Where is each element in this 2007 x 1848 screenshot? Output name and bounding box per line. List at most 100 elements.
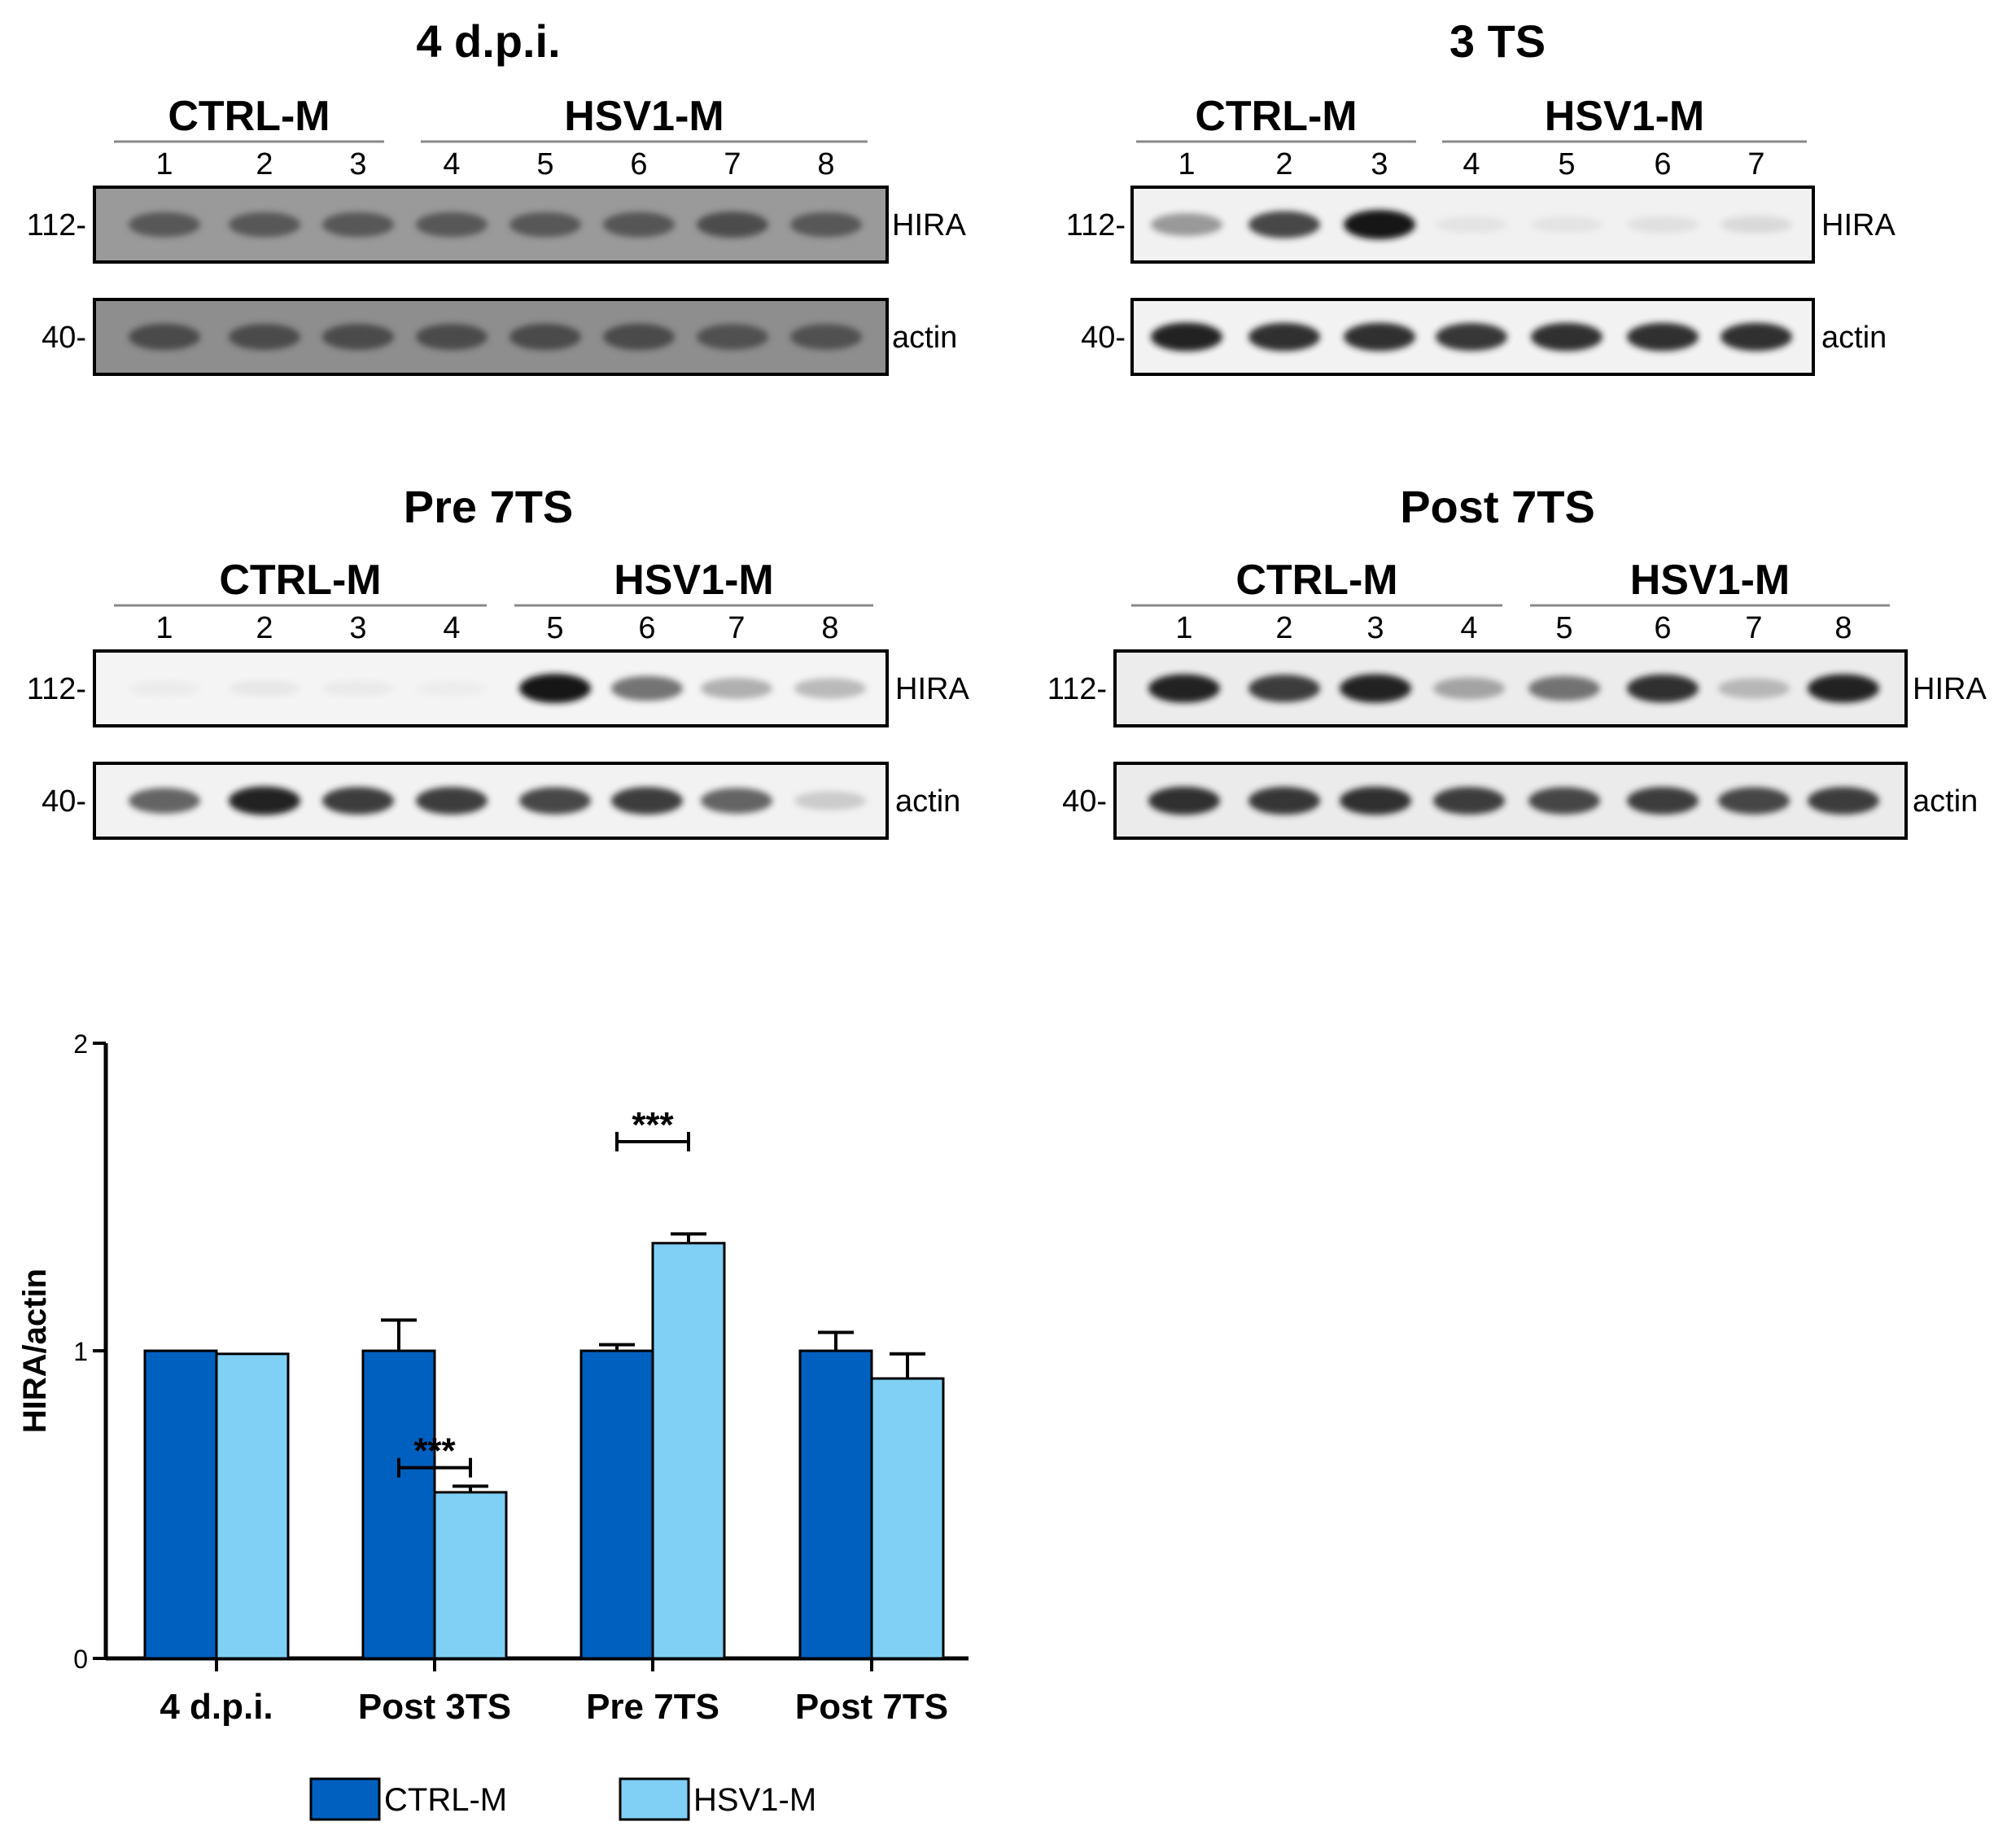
protein-band [1248, 322, 1320, 352]
lane-number: 6 [1654, 147, 1671, 181]
protein-band [1528, 787, 1600, 815]
lane-number: 7 [1747, 147, 1764, 181]
legend-label: CTRL-M [384, 1782, 507, 1818]
lane-number: 3 [349, 147, 366, 181]
molecular-weight-marker: 40- [1062, 784, 1107, 819]
group-label: CTRL-M [168, 93, 330, 140]
protein-band [1148, 786, 1220, 815]
protein-band [1248, 786, 1320, 815]
lane-number: 3 [349, 611, 366, 645]
lane-number: 8 [1834, 611, 1852, 645]
protein-band [1340, 786, 1411, 815]
protein-band [1148, 674, 1220, 703]
x-category-label: Post 3TS [358, 1687, 511, 1727]
protein-band [416, 212, 488, 238]
protein-label: actin [892, 321, 957, 355]
lane-number: 8 [817, 147, 834, 181]
lane-number: 5 [1558, 147, 1575, 181]
bar [579, 1349, 654, 1660]
lane-number: 7 [728, 611, 745, 645]
protein-band [1151, 213, 1222, 236]
protein-band [129, 680, 200, 697]
y-tick-label: 2 [73, 1029, 88, 1059]
protein-band [322, 323, 394, 351]
protein-band [1808, 787, 1879, 815]
blot-panel: 3 TS CTRL-M1 2 3 HSV1-M 4 5 6 7 112- HIRA 40- actin [1066, 15, 1895, 376]
protein-band [229, 786, 300, 815]
lane-number: 6 [638, 611, 655, 645]
protein-band [416, 787, 488, 815]
protein-band [1340, 674, 1411, 703]
group-label: HSV1-M [1630, 557, 1790, 604]
protein-band [611, 787, 683, 815]
bar [215, 1352, 290, 1660]
protein-band [1436, 322, 1507, 352]
bar [798, 1349, 873, 1660]
protein-band [229, 212, 300, 238]
protein-band [129, 788, 200, 814]
x-category-label: Post 7TS [795, 1687, 948, 1727]
bar [433, 1491, 508, 1660]
legend-swatch [619, 1777, 690, 1821]
significance-label: *** [413, 1431, 456, 1471]
protein-band [603, 212, 675, 238]
protein-band [1344, 322, 1415, 352]
protein-label: actin [895, 784, 960, 819]
blot-title: 4 d.p.i. [416, 15, 560, 67]
lane-number: 5 [546, 611, 563, 645]
protein-band [1721, 322, 1792, 352]
lane-number: 6 [630, 147, 647, 181]
protein-band [790, 324, 862, 350]
protein-band [1531, 216, 1603, 234]
protein-band [1436, 216, 1507, 234]
lane-number: 4 [1463, 147, 1480, 181]
bar [870, 1377, 945, 1660]
significance-label: *** [632, 1105, 674, 1145]
protein-label: HIRA [892, 208, 966, 242]
protein-band [697, 211, 768, 238]
lane-number: 2 [256, 147, 273, 181]
molecular-weight-marker: 40- [1081, 321, 1126, 355]
group-label: CTRL-M [1235, 557, 1397, 604]
protein-band [519, 674, 591, 703]
lane-number: 5 [1555, 611, 1572, 645]
molecular-weight-marker: 40- [42, 784, 86, 819]
protein-band [603, 323, 675, 351]
group-label: CTRL-M [1195, 93, 1357, 140]
protein-label: HIRA [895, 672, 969, 706]
lane-number: 7 [1745, 611, 1762, 645]
protein-band [1721, 216, 1792, 234]
x-category-label: Pre 7TS [586, 1687, 719, 1727]
y-tick-label: 0 [73, 1645, 88, 1674]
legend-label: HSV1-M [693, 1782, 816, 1818]
protein-band [416, 680, 488, 697]
lane-number: 5 [536, 147, 553, 181]
blot-panel: Pre 7TS CTRL-M 1 2 3 4 HSV1-M 5 6 7 8 112- HIRA 40- ac… [27, 481, 969, 840]
protein-band [1248, 675, 1320, 702]
blot-title: Pre 7TS [404, 481, 574, 532]
group-label: HSV1-M [1545, 93, 1704, 140]
protein-label: actin [1913, 784, 1978, 819]
protein-band [1627, 322, 1699, 352]
protein-band [790, 212, 862, 238]
blot-panel: 4 d.p.i. CTRL-M 1 2 3 HSV1-M 4 5 6 7 8 112- HIRA 40- a… [27, 15, 966, 376]
protein-label: actin [1821, 321, 1887, 355]
lane-number: 1 [1178, 147, 1195, 181]
protein-band [1528, 675, 1600, 701]
protein-band [697, 324, 768, 350]
protein-band [322, 787, 394, 815]
protein-band [1248, 211, 1320, 238]
protein-band [509, 323, 581, 351]
protein-band [1627, 216, 1699, 234]
protein-band [322, 212, 394, 238]
protein-band [1433, 787, 1505, 815]
lane-number: 4 [1460, 611, 1477, 645]
lane-number: 4 [443, 147, 460, 181]
lane-number: 2 [256, 611, 273, 645]
protein-band [794, 791, 866, 810]
lane-number: 3 [1371, 147, 1388, 181]
bar-chart: 0 1 2 HIRA/actin 4 d.p.i. Post 3TS Pre 7TS Post… [17, 1029, 969, 1821]
lane-number: 1 [1175, 611, 1192, 645]
x-category-label: 4 d.p.i. [160, 1687, 273, 1727]
